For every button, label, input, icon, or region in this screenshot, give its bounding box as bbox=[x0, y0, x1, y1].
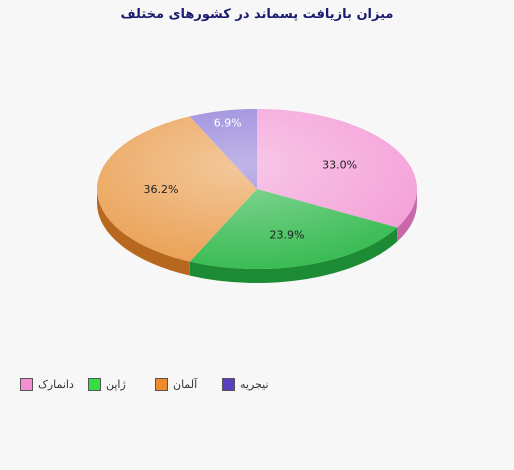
legend-label-nigeria: نیجریه bbox=[240, 378, 269, 391]
chart-title: میزان بازیافت پسماند در کشورهای مختلف bbox=[120, 7, 394, 22]
legend-swatch-nigeria bbox=[222, 378, 235, 391]
pie-shine bbox=[97, 109, 417, 269]
legend-label-japan: ژاپن bbox=[106, 378, 126, 391]
legend-swatch-japan bbox=[88, 378, 101, 391]
legend-swatch-denmark bbox=[20, 378, 33, 391]
legend-swatch-germany bbox=[155, 378, 168, 391]
pie-side-japan bbox=[189, 227, 398, 283]
legend-label-denmark: دانمارک bbox=[38, 378, 74, 391]
legend-item-denmark[interactable]: دانمارک bbox=[20, 378, 88, 391]
legend-item-japan[interactable]: ژاپن bbox=[88, 378, 155, 391]
data-label-denmark: 33.0% bbox=[322, 159, 357, 172]
legend-item-germany[interactable]: آلمان bbox=[155, 378, 222, 391]
pie-side-germany bbox=[97, 189, 190, 276]
data-label-nigeria: 6.9% bbox=[214, 117, 242, 130]
pie-side-denmark bbox=[397, 189, 417, 242]
legend-label-germany: آلمان bbox=[173, 378, 198, 391]
data-label-germany: 36.2% bbox=[144, 183, 179, 196]
legend-item-nigeria[interactable]: نیجریه bbox=[222, 378, 269, 391]
legend: دانمارک ژاپن آلمان نیجریه bbox=[20, 378, 269, 391]
data-label-japan: 23.9% bbox=[269, 229, 304, 242]
